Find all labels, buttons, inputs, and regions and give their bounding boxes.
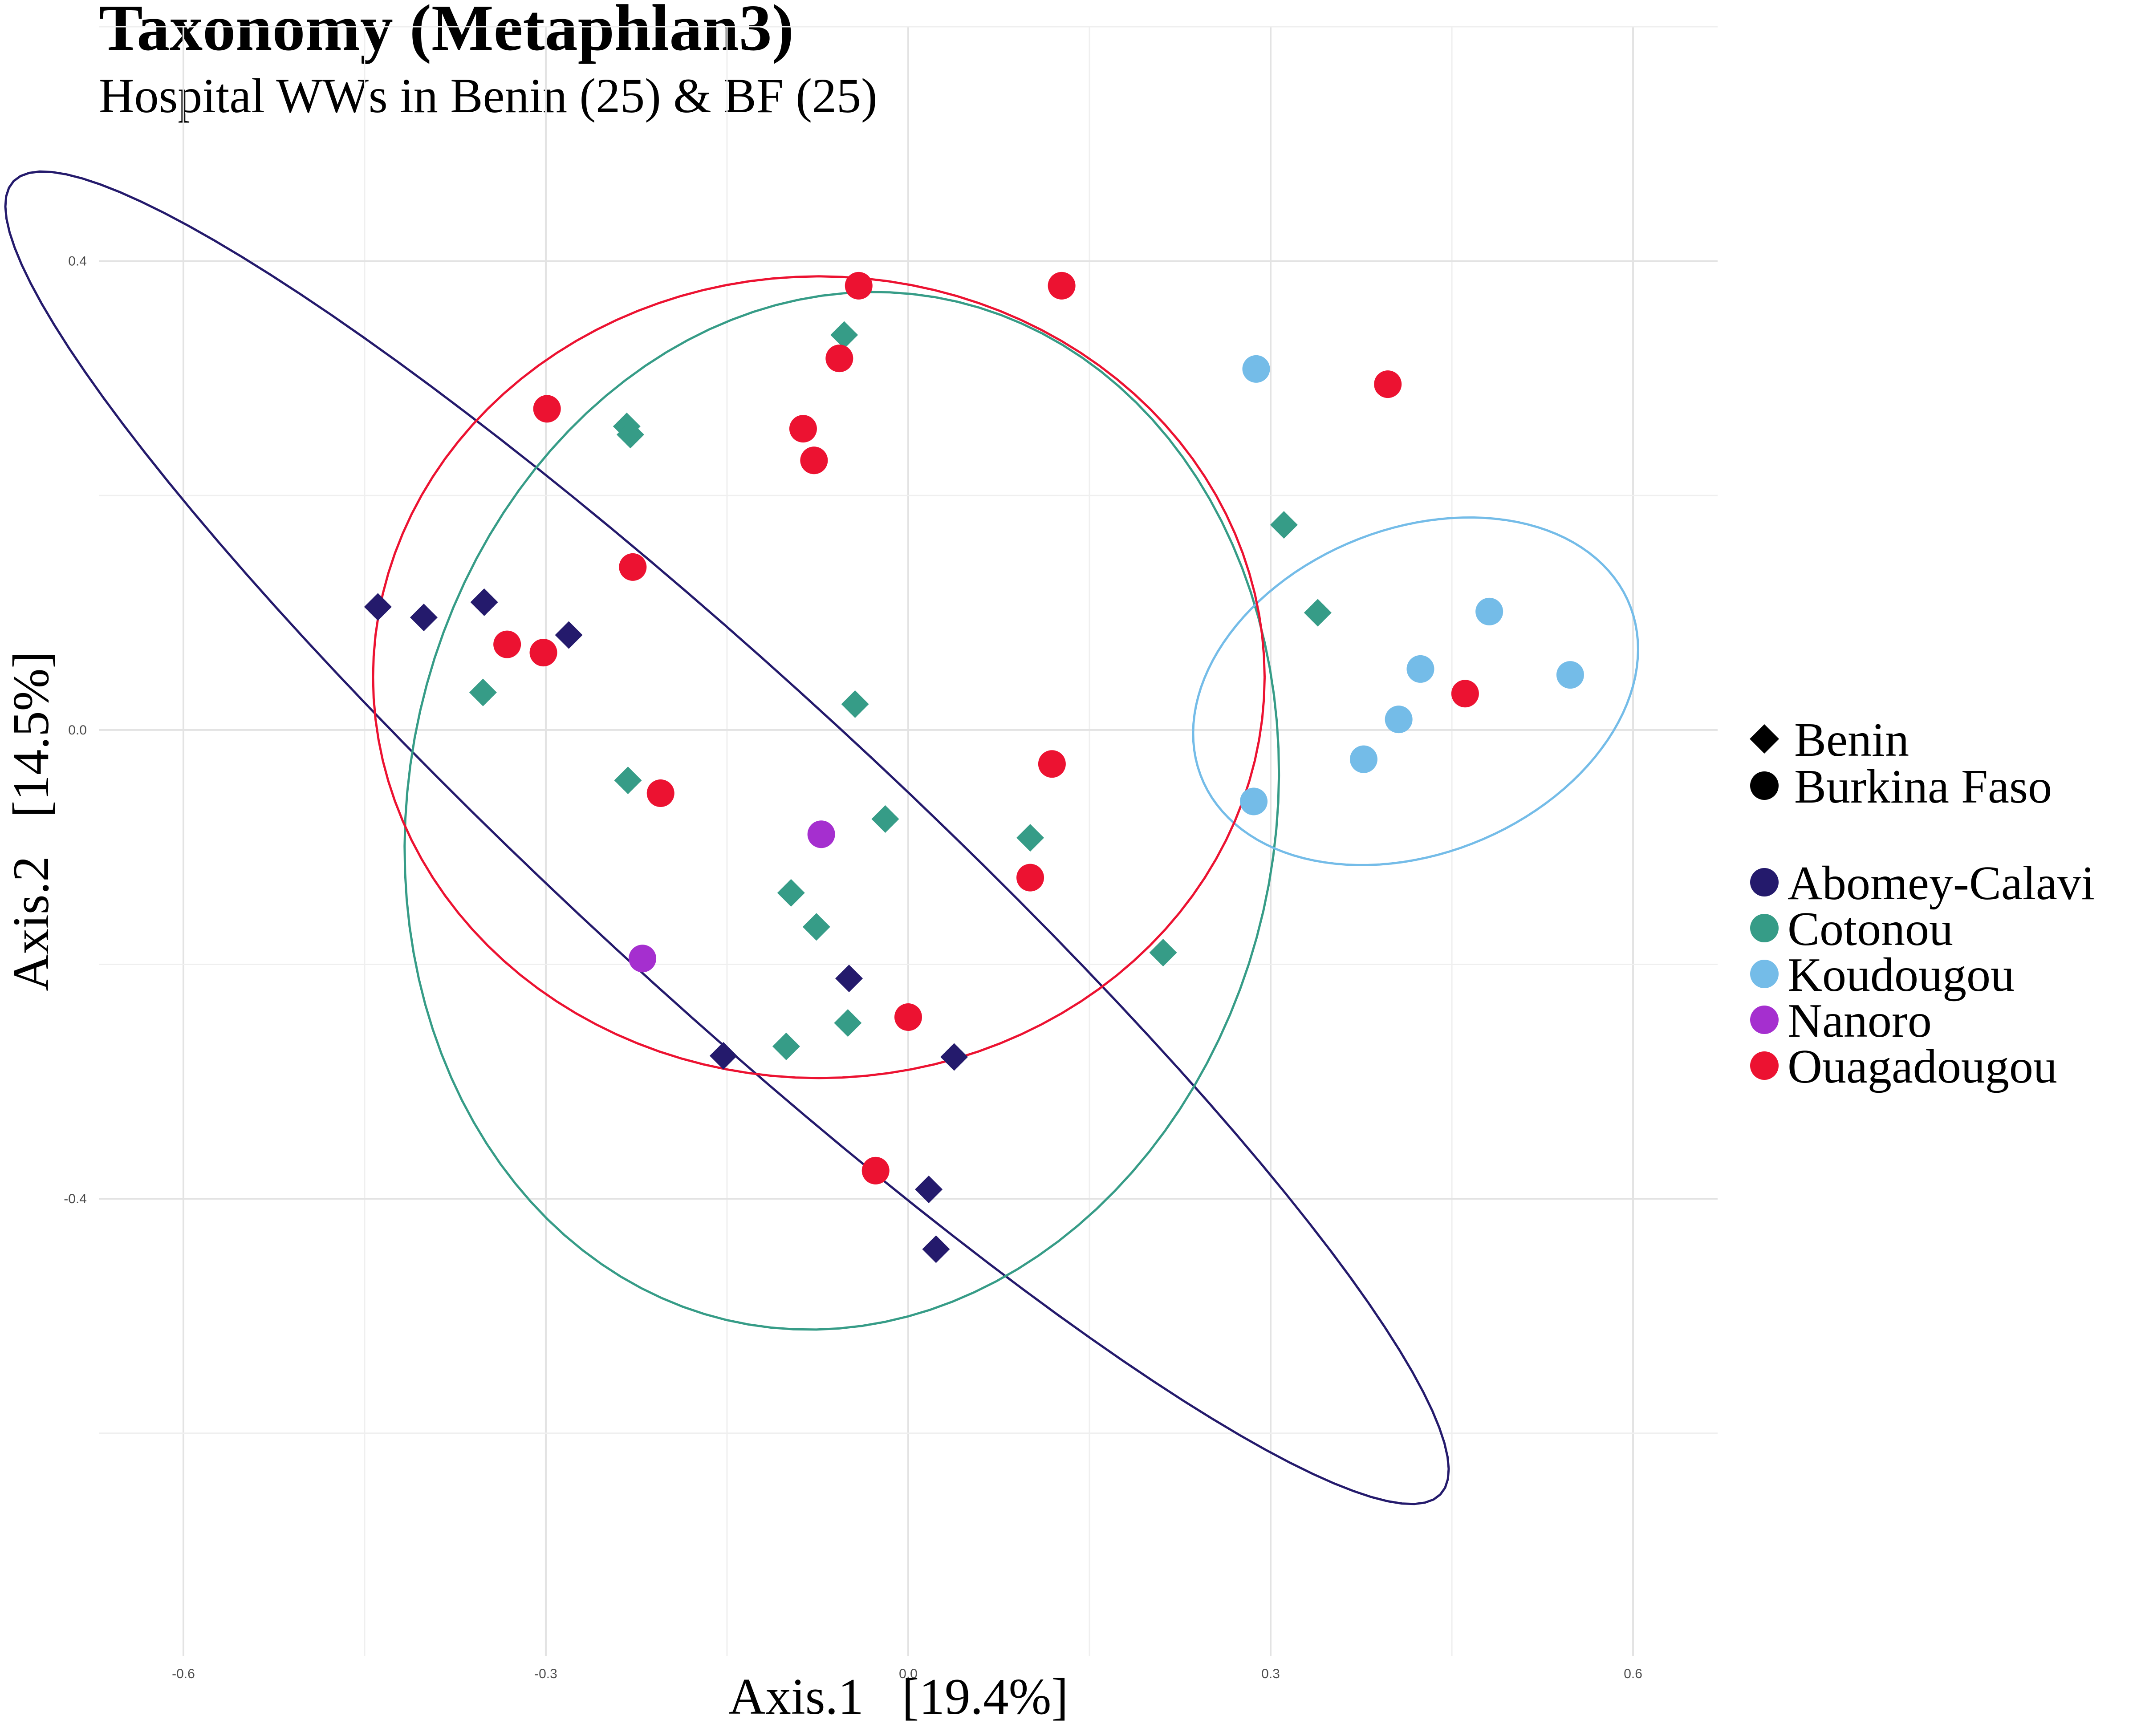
point-abomey-calavi [555, 621, 583, 649]
data-points [364, 272, 1584, 1263]
confidence-ellipses [4, 170, 1639, 1505]
point-abomey-calavi [470, 588, 498, 616]
legend-label: Nanoro [1788, 994, 1932, 1047]
point-koudougou [1406, 655, 1434, 683]
point-cotonou [772, 1032, 800, 1060]
ellipse-ouagadougou [372, 275, 1266, 1079]
point-koudougou [1242, 355, 1270, 383]
point-nanoro [629, 945, 657, 973]
legend-key-cotonou [1750, 914, 1779, 942]
point-ouagadougou [533, 395, 561, 423]
point-abomey-calavi [915, 1176, 943, 1204]
x-axis-label: Axis.1 [19.4%] [728, 1668, 1068, 1725]
point-cotonou [614, 767, 642, 795]
point-ouagadougou [1451, 680, 1479, 708]
point-ouagadougou [619, 553, 647, 581]
point-koudougou [1240, 787, 1268, 815]
point-koudougou [1475, 597, 1503, 625]
point-cotonou [871, 805, 899, 833]
y-tick-label: 0.0 [68, 723, 87, 738]
point-ouagadougou [845, 272, 873, 300]
legend-key-burkina-faso [1750, 771, 1779, 800]
y-axis-label: Axis.2 [14.5%] [3, 651, 59, 991]
legend-label: Koudougou [1788, 949, 2015, 1002]
chart-title: Taxonomy (Metaphlan3) [99, 0, 794, 65]
x-tick-label: 0.0 [899, 1667, 918, 1681]
point-ouagadougou [529, 639, 557, 667]
point-ouagadougou [646, 779, 674, 807]
legend-label: Abomey-Calavi [1788, 857, 2095, 910]
point-cotonou [777, 879, 805, 907]
x-tick-label: 0.6 [1624, 1667, 1642, 1681]
legend-label: Benin [1794, 714, 1909, 767]
point-cotonou [469, 678, 497, 706]
point-ouagadougou [493, 630, 521, 658]
legend-key-koudougou [1750, 960, 1779, 988]
point-nanoro [807, 820, 835, 848]
legend-key-ouagadougou [1750, 1051, 1779, 1080]
point-cotonou [802, 913, 830, 941]
point-cotonou [1304, 599, 1332, 627]
point-ouagadougou [789, 415, 817, 443]
legend-label: Cotonou [1788, 903, 1953, 956]
x-tick-label: 0.3 [1261, 1667, 1280, 1681]
point-koudougou [1385, 706, 1413, 734]
x-tick-label: -0.3 [534, 1667, 557, 1681]
point-koudougou [1349, 745, 1377, 773]
legend-key-nanoro [1750, 1006, 1779, 1034]
point-ouagadougou [1016, 864, 1044, 892]
chart-subtitle: Hospital WWs in Benin (25) & BF (25) [99, 69, 878, 123]
point-koudougou [1556, 661, 1584, 689]
y-tick-label: 0.4 [68, 254, 87, 269]
legend-label: Ouagadougou [1788, 1040, 2057, 1093]
legend-label: Burkina Faso [1794, 760, 2052, 813]
point-ouagadougou [1038, 750, 1066, 778]
grid [99, 26, 1718, 1656]
point-ouagadougou [894, 1003, 922, 1031]
ellipse-cotonou [403, 291, 1280, 1331]
point-ouagadougou [825, 345, 853, 373]
point-abomey-calavi [364, 593, 392, 621]
point-cotonou [834, 1009, 862, 1037]
point-ouagadougou [1048, 272, 1076, 300]
point-cotonou [1149, 939, 1177, 967]
point-cotonou [841, 690, 869, 718]
point-abomey-calavi [709, 1042, 737, 1070]
point-ouagadougou [800, 446, 828, 475]
point-abomey-calavi [835, 965, 863, 993]
point-abomey-calavi [940, 1043, 968, 1071]
legend-key-benin [1750, 724, 1779, 754]
axis-ticks: -0.6 -0.3 0.0 0.3 0.6 -0.4 0.0 0.4 [64, 254, 1642, 1681]
point-cotonou [1016, 824, 1044, 852]
point-cotonou [616, 421, 644, 449]
point-cotonou [830, 321, 858, 349]
point-abomey-calavi [410, 604, 438, 632]
point-abomey-calavi [922, 1235, 950, 1263]
point-ouagadougou [861, 1156, 890, 1184]
legend-key-abomey-calavi [1750, 868, 1779, 896]
y-tick-label: -0.4 [64, 1192, 87, 1206]
x-tick-label: -0.6 [172, 1667, 195, 1681]
point-cotonou [1270, 511, 1298, 539]
point-ouagadougou [1374, 370, 1402, 398]
ellipse-koudougou [1192, 516, 1639, 866]
ellipse-abomey-calavi [4, 170, 1450, 1505]
